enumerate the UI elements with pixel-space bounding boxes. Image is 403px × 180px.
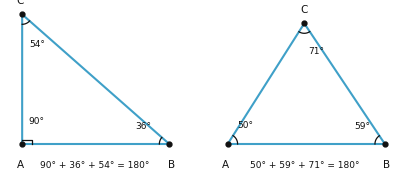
Text: C: C [17, 0, 24, 6]
Text: 71°: 71° [308, 47, 324, 56]
Text: 50°: 50° [238, 121, 254, 130]
Text: 90° + 36° + 54° = 180°: 90° + 36° + 54° = 180° [40, 161, 150, 170]
Text: 90°: 90° [28, 117, 44, 126]
Text: B: B [383, 160, 391, 170]
Text: 54°: 54° [29, 40, 45, 49]
Text: B: B [168, 160, 175, 170]
Text: 59°: 59° [355, 122, 371, 131]
Text: A: A [222, 160, 229, 170]
Text: C: C [301, 5, 308, 15]
Text: A: A [17, 160, 24, 170]
Text: 36°: 36° [135, 122, 151, 131]
Text: 50° + 59° + 71° = 180°: 50° + 59° + 71° = 180° [249, 161, 359, 170]
